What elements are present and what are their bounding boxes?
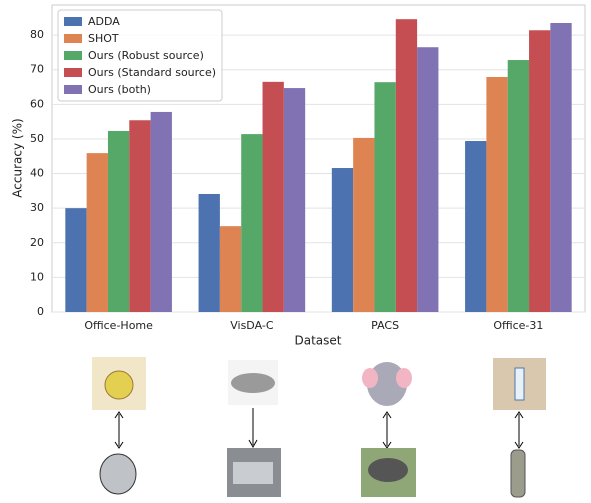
y-axis-label: Accuracy (%) [11, 118, 25, 197]
x-tick-label: Office-31 [493, 319, 543, 332]
legend-label: Ours (Standard source) [88, 66, 216, 79]
y-tick-label: 20 [30, 236, 44, 249]
bar [353, 137, 375, 312]
legend-swatch [64, 51, 82, 60]
bar [283, 88, 306, 312]
bar [507, 60, 530, 312]
bar [262, 81, 284, 313]
legend-swatch [64, 17, 82, 26]
legend-swatch [64, 85, 82, 94]
bar [241, 134, 263, 312]
legend-swatch [64, 68, 82, 77]
y-tick-label: 10 [30, 270, 44, 283]
y-tick-label: 80 [30, 28, 44, 41]
bar [550, 22, 572, 313]
image-pair [360, 358, 416, 497]
x-axis-label: Dataset [295, 334, 342, 348]
bar [331, 168, 354, 312]
y-tick-label: 40 [30, 167, 44, 180]
bar [198, 193, 220, 312]
bar [417, 47, 439, 313]
bar [486, 76, 508, 312]
legend-box [57, 9, 223, 102]
legend-label: SHOT [88, 32, 119, 45]
bar [107, 130, 130, 312]
bar [395, 19, 418, 313]
bar [374, 82, 396, 312]
legend-label: Ours (both) [88, 83, 151, 96]
y-tick-label: 50 [30, 132, 44, 145]
y-tick-label: 70 [30, 63, 44, 76]
legend-swatch [64, 34, 82, 43]
bar [529, 30, 551, 313]
x-tick-label: Office-Home [84, 319, 153, 332]
y-tick-label: 30 [30, 201, 44, 214]
x-tick-label: PACS [371, 319, 399, 332]
bar [150, 111, 172, 312]
bar [86, 153, 108, 312]
legend-label: Ours (Robust source) [88, 49, 204, 62]
bar [129, 120, 151, 312]
y-tick-label: 60 [30, 97, 44, 110]
x-tick-label: VisDA-C [230, 319, 274, 332]
bar [65, 208, 87, 312]
legend-label: ADDA [88, 15, 120, 28]
example-images [92, 357, 546, 498]
image-pair [493, 358, 546, 498]
image-pair [92, 357, 146, 497]
bar [465, 141, 487, 312]
image-pair [227, 360, 281, 497]
bar [219, 226, 242, 312]
y-tick-label: 0 [37, 305, 44, 318]
